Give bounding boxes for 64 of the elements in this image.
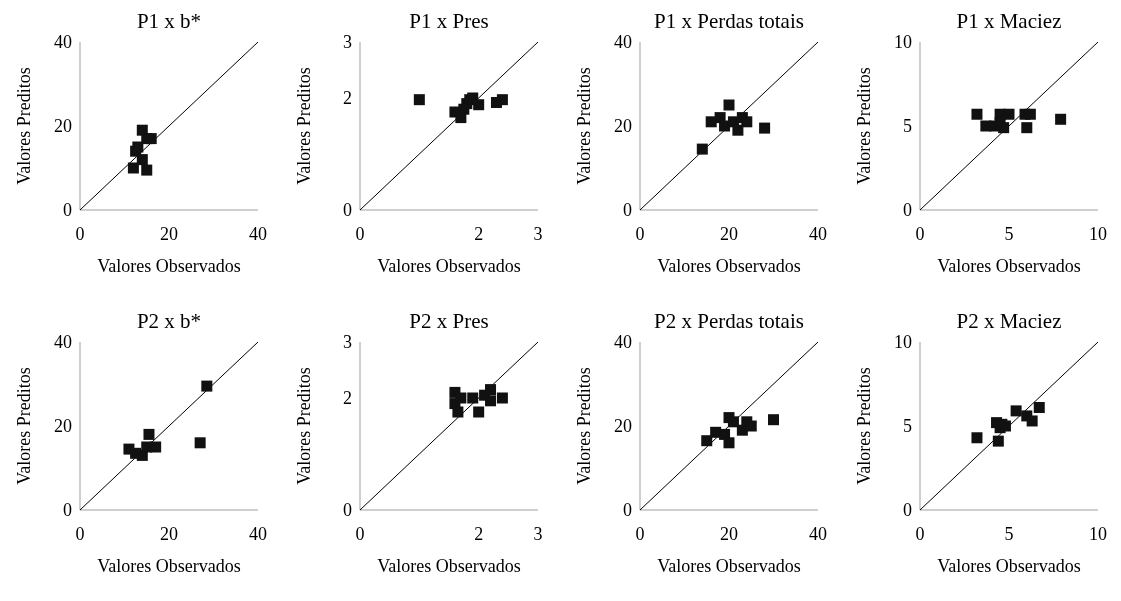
y-tick-label: 3 [343, 332, 352, 353]
y-axis-title: Valores Preditos [294, 367, 314, 485]
y-tick-label: 0 [63, 500, 72, 521]
x-tick-label: 40 [809, 524, 827, 544]
y-axis-title: Valores Preditos [294, 67, 314, 185]
x-tick-label: 10 [1089, 524, 1107, 544]
y-tick-label: 20 [614, 416, 632, 437]
x-axis-title: Valores Observados [657, 256, 801, 276]
y-tick-label: 2 [343, 388, 352, 409]
chart-title: P2 x b* [136, 309, 202, 333]
x-tick-label: 20 [720, 524, 738, 544]
chart-title: P2 x Pres [409, 309, 489, 333]
x-tick-label: 3 [533, 224, 543, 244]
y-tick-label: 20 [54, 416, 72, 437]
y-tick-label: 3 [343, 32, 352, 53]
x-tick-label: 2 [474, 224, 484, 244]
y-tick-label: 0 [63, 200, 72, 221]
y-tick-label: 10 [894, 32, 912, 53]
x-tick-label: 5 [1004, 524, 1014, 544]
x-axis-title: Valores Observados [97, 556, 241, 576]
x-tick-label: 40 [249, 224, 267, 244]
x-axis-title: Valores Observados [937, 556, 1081, 576]
x-tick-label: 20 [720, 224, 738, 244]
y-tick-label: 5 [903, 416, 912, 437]
y-tick-label: 2 [343, 88, 352, 109]
x-tick-label: 5 [1004, 224, 1014, 244]
chart-title: P1 x Pres [409, 9, 489, 33]
y-tick-label: 10 [894, 332, 912, 353]
y-tick-label: 0 [343, 500, 352, 521]
x-tick-label: 40 [809, 224, 827, 244]
x-tick-label: 20 [160, 524, 178, 544]
y-axis-title: Valores Preditos [854, 67, 874, 185]
y-tick-label: 40 [614, 332, 632, 353]
x-tick-label: 10 [1089, 224, 1107, 244]
x-tick-label: 20 [160, 224, 178, 244]
chart-title: P1 x Maciez [956, 9, 1062, 33]
chart-title: P2 x Maciez [956, 309, 1062, 333]
y-tick-label: 20 [54, 116, 72, 137]
y-tick-label: 40 [54, 32, 72, 53]
y-tick-label: 0 [903, 500, 912, 521]
y-tick-label: 40 [54, 332, 72, 353]
chart-title: P2 x Perdas totais [654, 309, 804, 333]
y-tick-label: 0 [903, 200, 912, 221]
x-axis-title: Valores Observados [97, 256, 241, 276]
y-tick-label: 0 [623, 200, 632, 221]
x-axis-title: Valores Observados [937, 256, 1081, 276]
y-tick-label: 20 [614, 116, 632, 137]
x-tick-label: 3 [533, 524, 543, 544]
y-axis-title: Valores Preditos [574, 367, 594, 485]
y-axis-title: Valores Preditos [574, 67, 594, 185]
chart-title: P1 x Perdas totais [654, 9, 804, 33]
x-tick-label: 40 [249, 524, 267, 544]
y-tick-label: 0 [343, 200, 352, 221]
y-tick-label: 0 [623, 500, 632, 521]
x-axis-title: Valores Observados [657, 556, 801, 576]
x-tick-label: 2 [474, 524, 484, 544]
y-axis-title: Valores Preditos [14, 367, 34, 485]
y-axis-title: Valores Preditos [854, 367, 874, 485]
y-axis-title: Valores Preditos [14, 67, 34, 185]
x-axis-title: Valores Observados [377, 256, 521, 276]
y-tick-label: 40 [614, 32, 632, 53]
x-axis-title: Valores Observados [377, 556, 521, 576]
y-tick-label: 5 [903, 116, 912, 137]
chart-title: P1 x b* [136, 9, 202, 33]
